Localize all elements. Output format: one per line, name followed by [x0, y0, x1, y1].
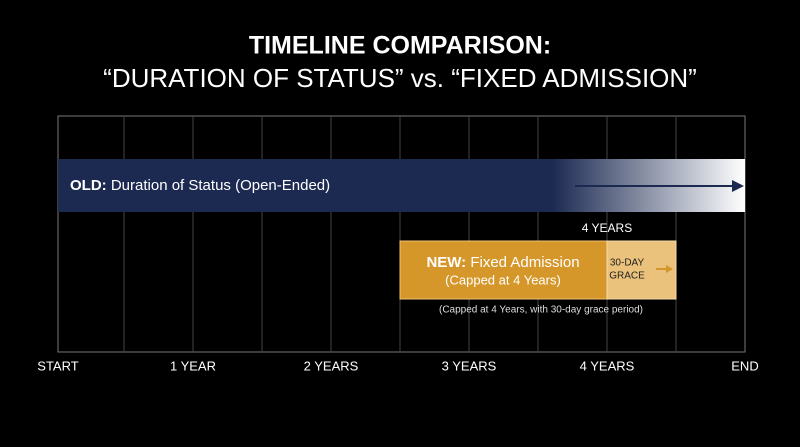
- axis-label: START: [37, 358, 78, 373]
- marker-label: 4 YEARS: [582, 221, 632, 235]
- new-tag: NEW:: [426, 254, 466, 271]
- new-sublabel: (Capped at 4 Years): [445, 272, 561, 287]
- axis-label: END: [731, 358, 758, 373]
- subtitle: “DURATION OF STATUS” vs. “FIXED ADMISSIO…: [103, 63, 697, 93]
- grace-arrowhead: [666, 265, 673, 273]
- old-label: OLD: Duration of Status (Open-Ended): [70, 177, 330, 194]
- old-text: Duration of Status (Open-Ended): [111, 177, 330, 194]
- axis-label: 2 YEARS: [304, 358, 359, 373]
- grace-line2: GRACE: [609, 271, 645, 282]
- axis-label: 3 YEARS: [442, 358, 497, 373]
- new-text: Fixed Admission: [470, 254, 579, 271]
- title: TIMELINE COMPARISON:: [249, 32, 551, 60]
- caption: (Capped at 4 Years, with 30-day grace pe…: [439, 305, 643, 316]
- grid: [57, 115, 746, 353]
- axis-labels: START 1 YEAR 2 YEARS 3 YEARS 4 YEARS END: [37, 358, 758, 373]
- axis-label: 4 YEARS: [580, 358, 635, 373]
- old-tag: OLD:: [70, 177, 107, 194]
- old-arrowhead: [732, 180, 744, 192]
- grace-line1: 30-DAY: [610, 258, 645, 269]
- new-label: NEW: Fixed Admission: [426, 254, 579, 271]
- axis-label: 1 YEAR: [170, 358, 216, 373]
